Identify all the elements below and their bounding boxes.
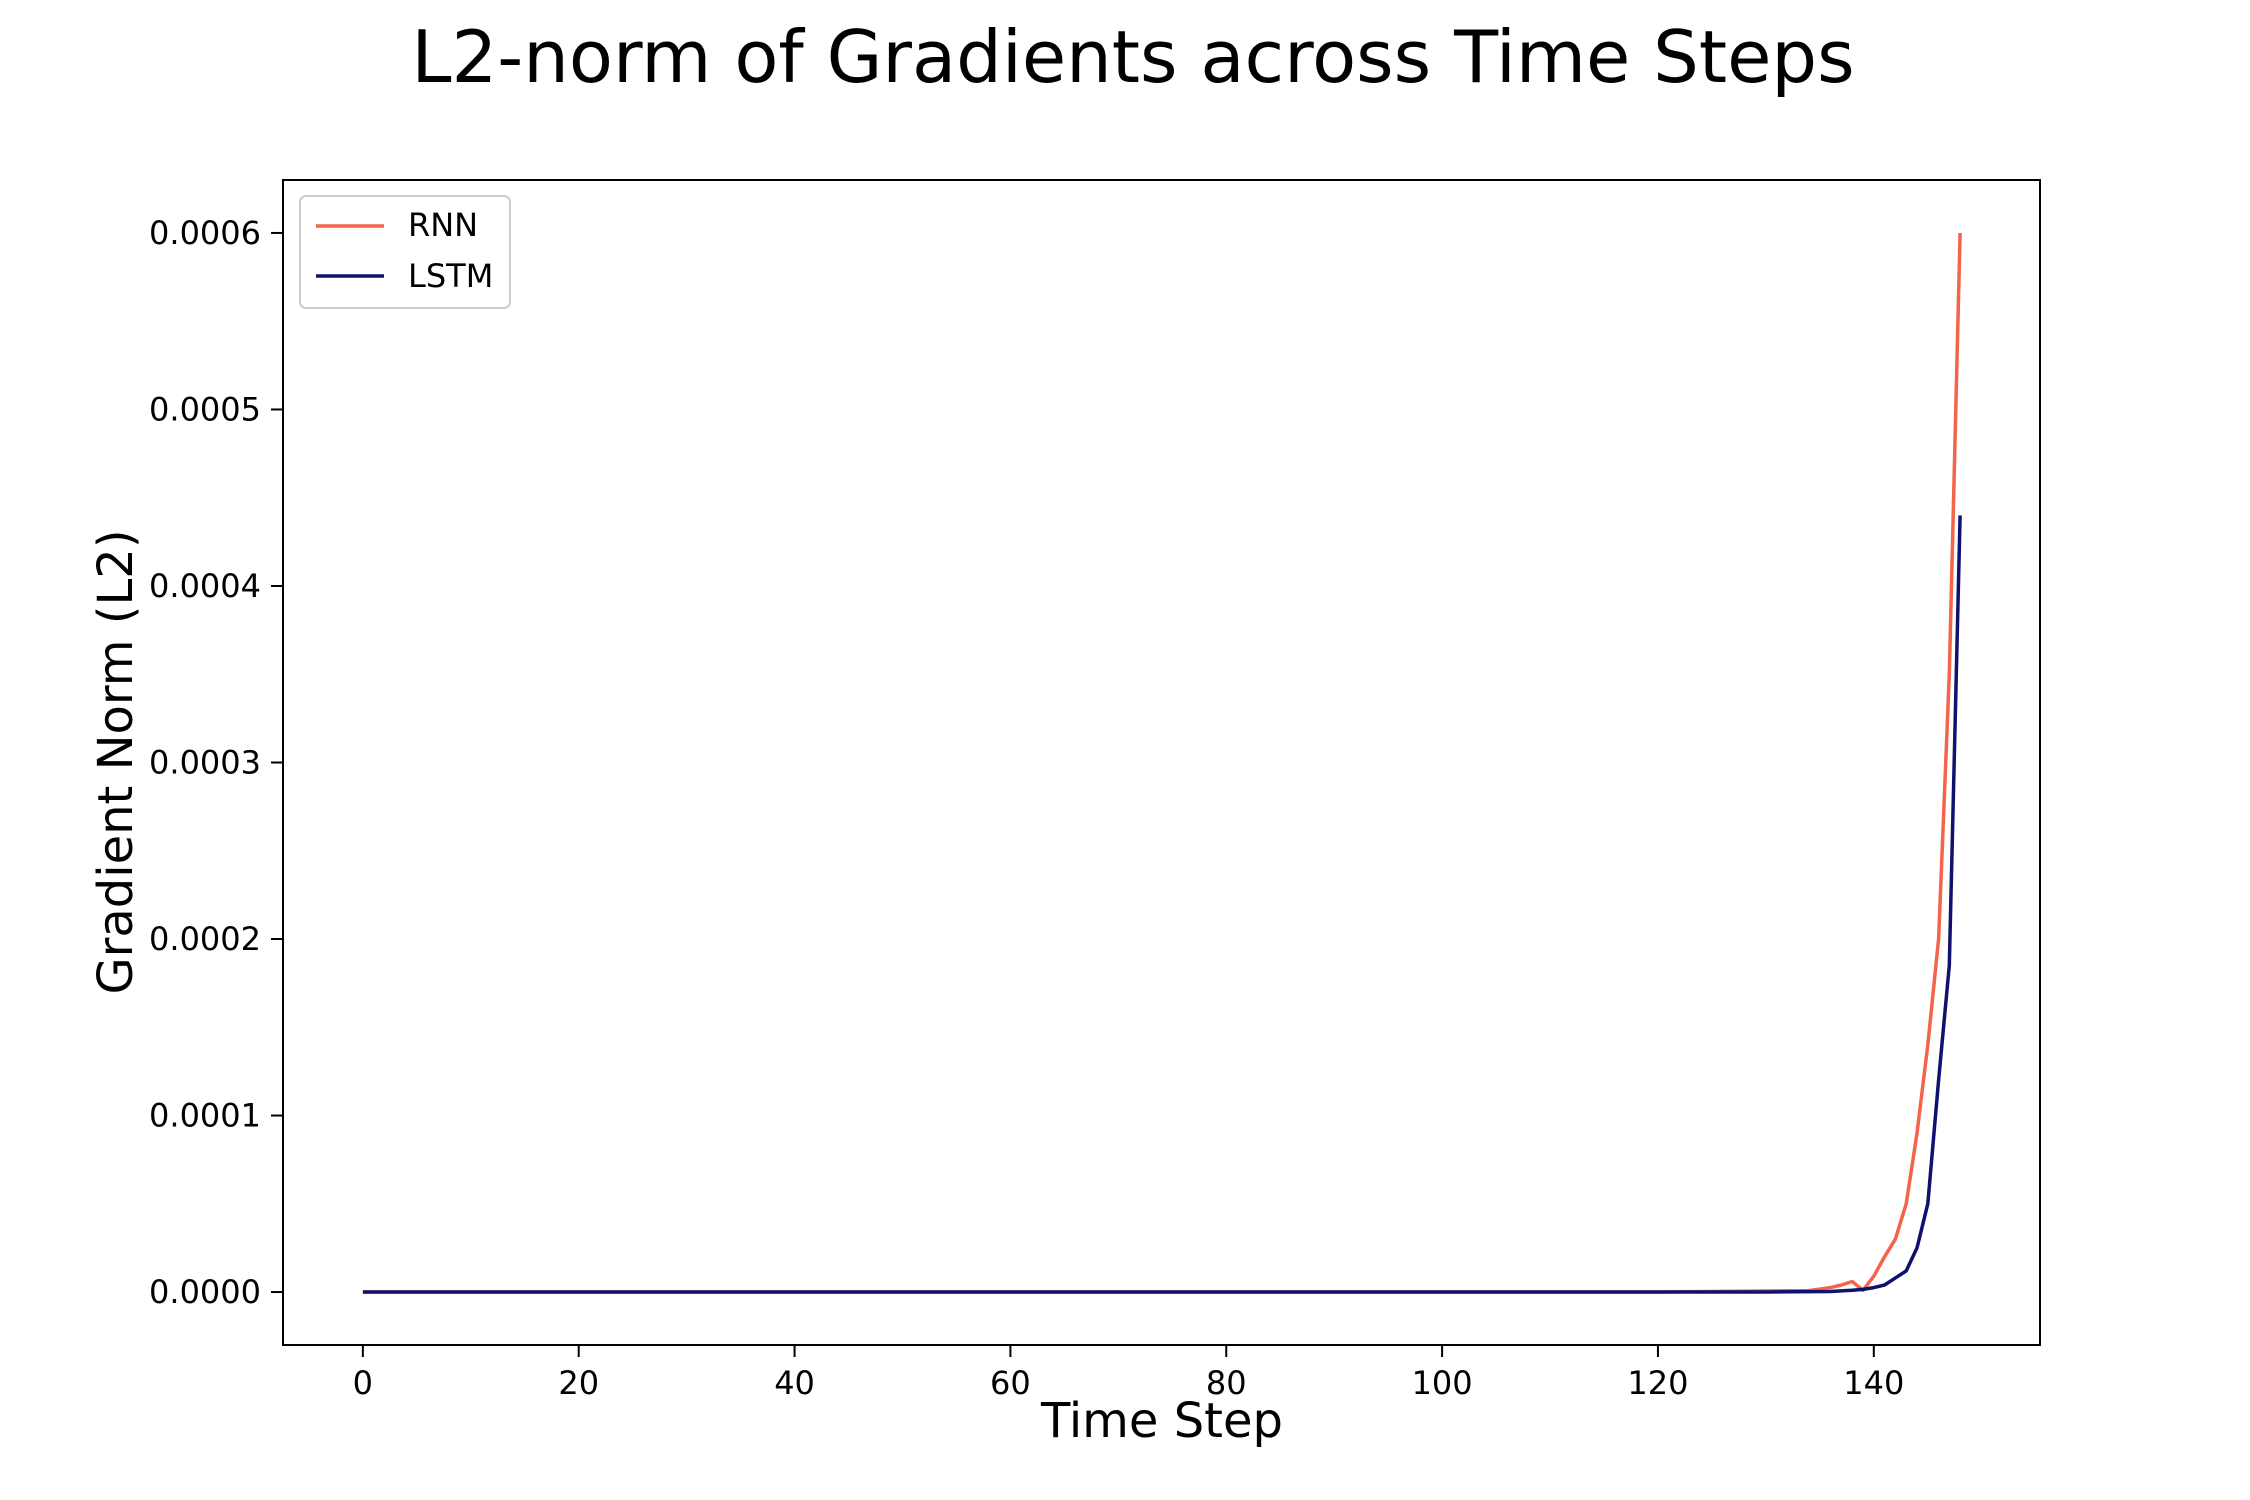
x-axis-label: Time Step bbox=[1040, 1393, 1283, 1449]
series-line-rnn bbox=[362, 232, 1962, 1294]
x-axis-ticks: 0 20 40 60 80 100 120 140 bbox=[353, 1345, 1904, 1402]
x-tick-label: 120 bbox=[1627, 1364, 1688, 1402]
x-tick-label: 60 bbox=[990, 1364, 1031, 1402]
y-tick-label: 0.0000 bbox=[149, 1273, 261, 1311]
legend-lstm-label: LSTM bbox=[408, 257, 493, 295]
y-tick-label: 0.0001 bbox=[149, 1097, 261, 1135]
series-line-lstm bbox=[362, 515, 1962, 1294]
x-tick-label: 140 bbox=[1843, 1364, 1904, 1402]
y-axis-label: Gradient Norm (L2) bbox=[88, 529, 144, 994]
y-tick-label: 0.0006 bbox=[149, 214, 261, 252]
y-tick-label: 0.0004 bbox=[149, 567, 261, 605]
y-tick-label: 0.0002 bbox=[149, 920, 261, 958]
y-tick-label: 0.0003 bbox=[149, 744, 261, 782]
x-tick-label: 100 bbox=[1412, 1364, 1473, 1402]
series-layer bbox=[362, 232, 1962, 1294]
legend-frame bbox=[299, 195, 511, 309]
legend-rnn-label: RNN bbox=[408, 206, 478, 244]
plot-area bbox=[282, 179, 2041, 1346]
axes-frame bbox=[282, 179, 2041, 1346]
y-axis-ticks: 0.0000 0.0001 0.0002 0.0003 0.0004 0.0005 0.00… bbox=[149, 214, 283, 1311]
x-tick-label: 0 bbox=[353, 1364, 373, 1402]
chart-title: L2-norm of Gradients across Time Steps bbox=[411, 15, 1854, 99]
x-tick-label: 40 bbox=[774, 1364, 815, 1402]
legend: RNN LSTM bbox=[299, 195, 511, 309]
x-tick-label: 20 bbox=[558, 1364, 599, 1402]
x-tick-label: 80 bbox=[1206, 1364, 1247, 1402]
y-tick-label: 0.0005 bbox=[149, 390, 261, 428]
